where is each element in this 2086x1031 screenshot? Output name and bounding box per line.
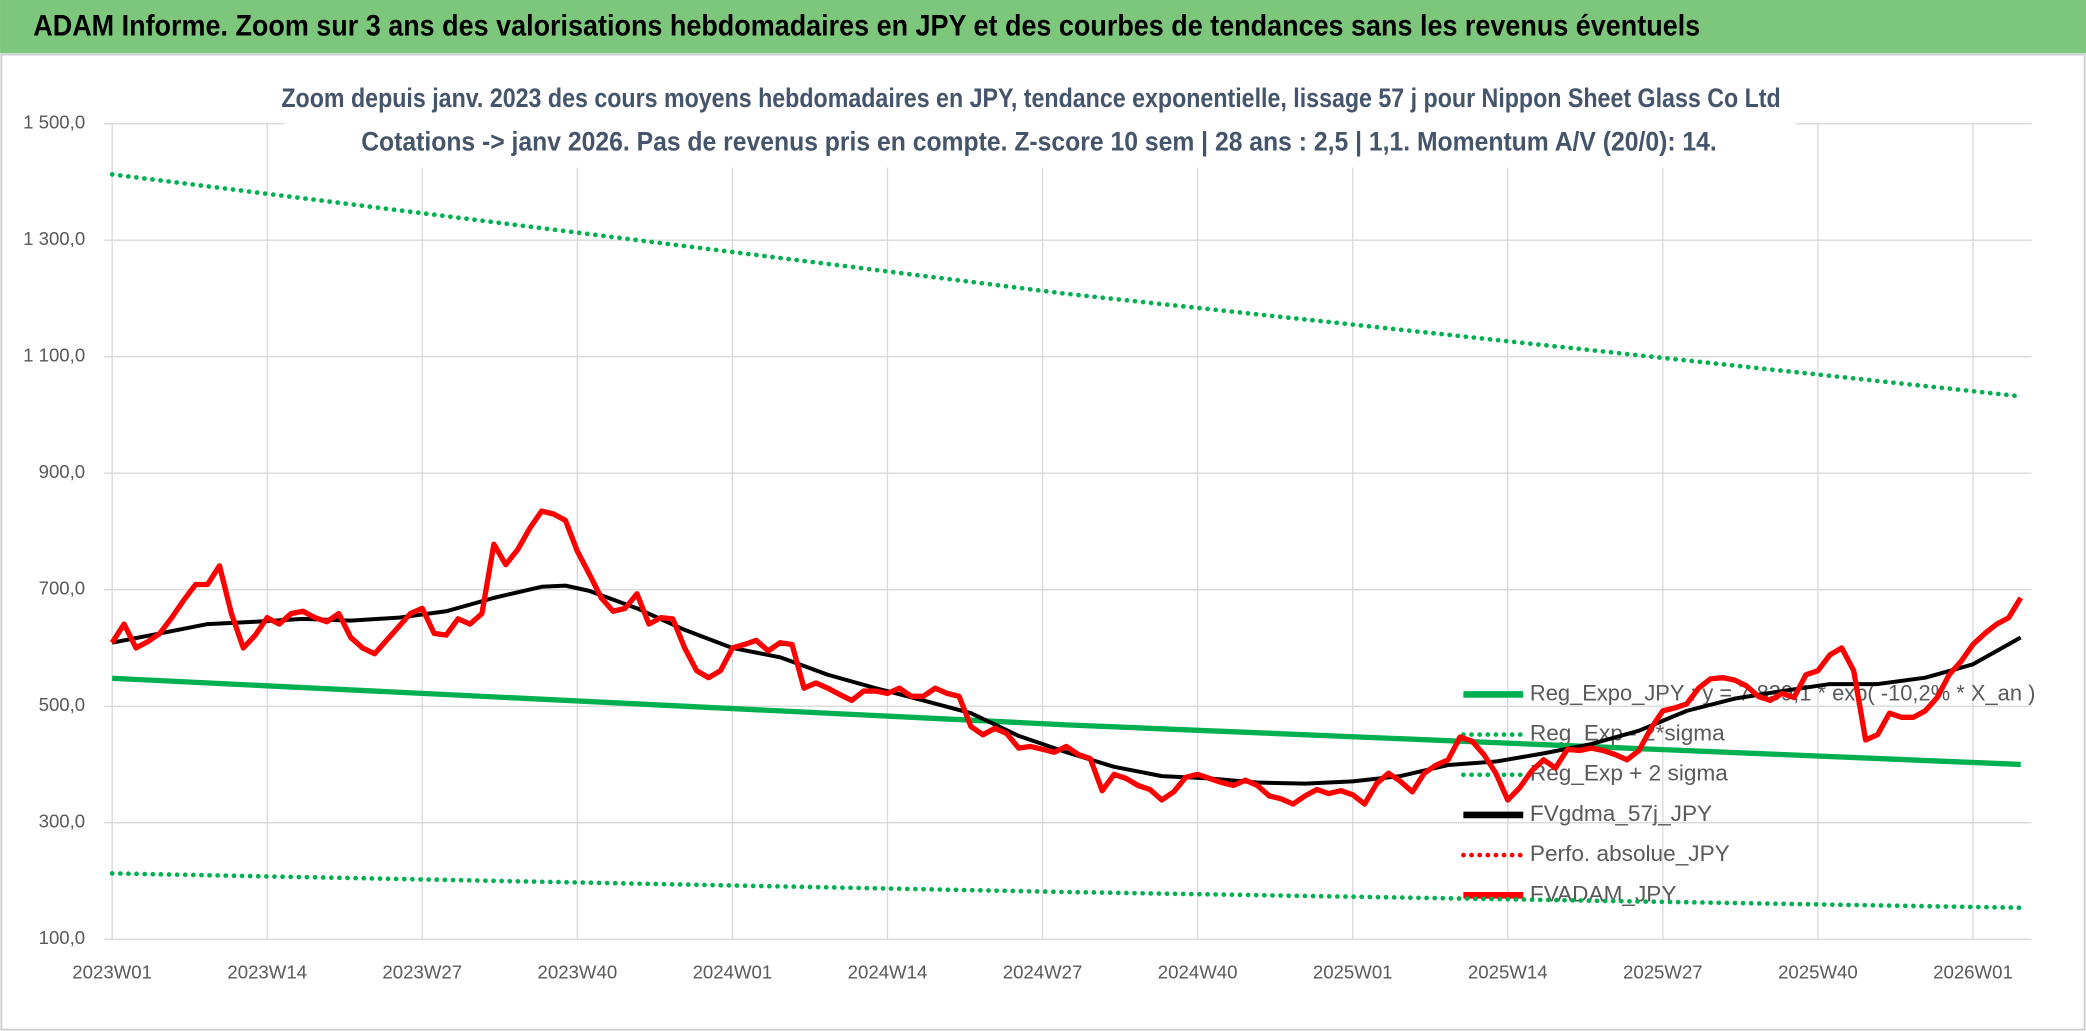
y-tick-label: 300,0: [39, 811, 86, 832]
x-tick-label: 2025W14: [1468, 962, 1548, 983]
x-tick-label: 2025W40: [1778, 962, 1858, 983]
y-tick-label: 500,0: [39, 694, 86, 715]
legend-label: FVgdma_57j_JPY: [1530, 801, 1712, 826]
series-line: [112, 675, 2021, 768]
chart-subtitle: Zoom depuis janv. 2023 des cours moyens …: [281, 83, 1780, 113]
y-tick-label: 1 100,0: [23, 345, 85, 366]
legend-label: Perfo. absolue_JPY: [1530, 841, 1730, 866]
series-line: [111, 583, 2022, 786]
chart-subtitle: Cotations -> janv 2026. Pas de revenus p…: [361, 127, 1717, 157]
header-title: ADAM Informe. Zoom sur 3 ans des valoris…: [33, 11, 1700, 43]
y-tick-label: 900,0: [39, 461, 86, 482]
legend-label: Reg_Exp + 2 sigma: [1530, 761, 1728, 786]
series-line: [109, 871, 2024, 911]
x-tick-label: 2024W14: [848, 962, 928, 983]
x-tick-label: 2023W01: [72, 962, 152, 983]
x-tick-label: 2025W01: [1313, 962, 1393, 983]
x-tick-label: 2024W40: [1158, 962, 1238, 983]
y-tick-label: 100,0: [39, 927, 86, 948]
x-tick-label: 2026W01: [1933, 962, 2013, 983]
x-tick-label: 2023W40: [538, 962, 618, 983]
x-tick-label: 2024W01: [693, 962, 773, 983]
header-bar: [0, 0, 2086, 54]
x-tick-label: 2023W14: [227, 962, 307, 983]
x-tick-label: 2023W27: [382, 962, 462, 983]
x-tick-label: 2024W27: [1003, 962, 1083, 983]
series-line: [109, 508, 2023, 807]
x-tick-label: 2025W27: [1623, 962, 1703, 983]
y-tick-label: 1 300,0: [23, 228, 85, 249]
subtitle-background: [284, 77, 1796, 168]
y-tick-label: 1 500,0: [23, 112, 85, 133]
y-tick-label: 700,0: [39, 578, 86, 599]
